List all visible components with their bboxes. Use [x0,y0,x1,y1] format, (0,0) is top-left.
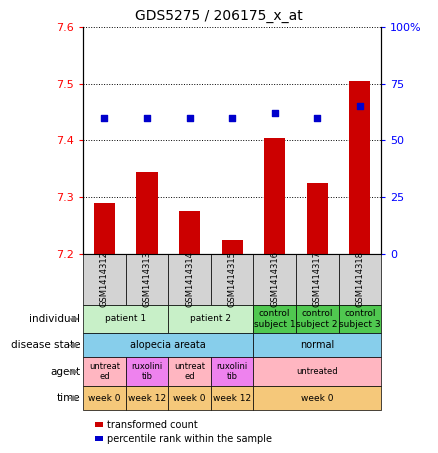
Text: untreat
ed: untreat ed [174,362,205,381]
Text: control
subject 3: control subject 3 [339,309,381,329]
Text: week 0: week 0 [88,394,121,403]
Text: week 0: week 0 [173,394,206,403]
Text: GSM1414318: GSM1414318 [355,251,364,307]
Bar [168,357,211,386]
Bar [136,172,158,254]
Text: patient 2: patient 2 [191,314,231,323]
Bar [264,138,285,254]
Text: agent: agent [50,367,80,377]
Bar [254,386,381,410]
Bar [254,304,296,333]
Bar [296,304,339,333]
Text: percentile rank within the sample: percentile rank within the sample [107,434,272,443]
Bar [211,386,254,410]
Point [314,114,321,121]
Point [186,114,193,121]
Text: GSM1414316: GSM1414316 [270,251,279,307]
Bar [83,357,126,386]
Text: disease state: disease state [11,340,80,350]
Bar [126,357,168,386]
Text: week 0: week 0 [301,394,333,403]
Bar [83,386,126,410]
Bar [349,81,371,254]
Text: ruxolini
tib: ruxolini tib [131,362,162,381]
Text: ruxolini
tib: ruxolini tib [216,362,248,381]
Bar [95,422,102,427]
Bar [222,240,243,254]
Text: transformed count: transformed count [107,419,198,429]
Text: GDS5275 / 206175_x_at: GDS5275 / 206175_x_at [135,9,303,23]
Text: week 12: week 12 [213,394,251,403]
Bar [179,211,200,254]
Text: GSM1414314: GSM1414314 [185,251,194,307]
Bar [339,304,381,333]
Text: control
subject 2: control subject 2 [297,309,338,329]
Bar [126,254,168,304]
Bar [83,333,254,357]
Bar [296,254,339,304]
Text: GSM1414317: GSM1414317 [313,251,322,307]
Point [356,103,363,110]
Bar [126,386,168,410]
Bar [254,357,381,386]
Bar [168,386,211,410]
Text: patient 1: patient 1 [105,314,146,323]
Bar [95,436,102,441]
Point [144,114,151,121]
Text: control
subject 1: control subject 1 [254,309,296,329]
Bar [254,254,296,304]
Text: GSM1414312: GSM1414312 [100,251,109,307]
Bar [83,254,126,304]
Text: time: time [57,393,80,403]
Bar [254,333,381,357]
Bar [211,357,254,386]
Bar [307,183,328,254]
Text: GSM1414315: GSM1414315 [228,251,237,307]
Text: individual: individual [29,314,80,324]
Point [101,114,108,121]
Text: normal: normal [300,340,334,350]
Point [229,114,236,121]
Bar [339,254,381,304]
Text: week 12: week 12 [128,394,166,403]
Bar [83,304,168,333]
Bar [168,254,211,304]
Bar [168,304,254,333]
Text: untreat
ed: untreat ed [89,362,120,381]
Text: alopecia areata: alopecia areata [131,340,206,350]
Bar [211,254,254,304]
Text: GSM1414313: GSM1414313 [142,251,152,307]
Bar [94,202,115,254]
Point [271,110,278,117]
Text: untreated: untreated [297,367,338,376]
